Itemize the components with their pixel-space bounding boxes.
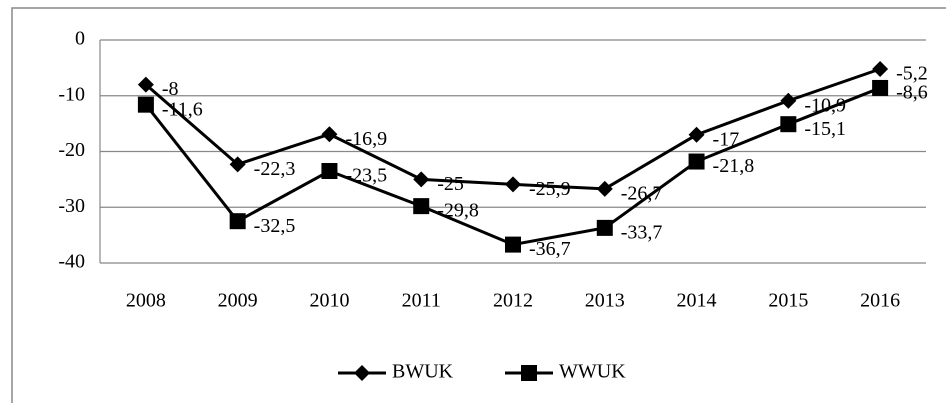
data-label: -15,1	[804, 118, 846, 140]
marker	[780, 92, 797, 109]
data-label: -25,9	[529, 178, 571, 200]
marker	[321, 126, 338, 143]
data-label: -16,9	[345, 128, 387, 150]
data-label: -29,8	[437, 200, 479, 222]
marker	[596, 219, 613, 236]
data-label: -8	[162, 78, 179, 100]
x-tick-label: 2010	[309, 290, 349, 312]
marker	[596, 180, 613, 197]
x-tick-label: 2015	[768, 290, 808, 312]
marker	[137, 76, 154, 93]
data-label: -5,2	[896, 63, 928, 85]
x-tick-label: 2011	[402, 290, 441, 312]
x-tick-label: 2014	[677, 290, 717, 312]
marker	[354, 365, 370, 381]
x-tick-label: 2016	[860, 290, 900, 312]
chart-frame	[11, 7, 946, 403]
data-label: -36,7	[529, 238, 571, 260]
data-label: -23,5	[345, 165, 387, 187]
x-tick-label: 2012	[493, 290, 533, 312]
marker	[521, 365, 537, 381]
marker	[229, 213, 246, 230]
marker	[688, 153, 705, 170]
marker	[872, 79, 889, 96]
data-label: -11,6	[162, 98, 203, 120]
marker	[780, 116, 797, 133]
data-label: -26,7	[621, 182, 663, 204]
marker	[229, 156, 246, 173]
marker	[321, 163, 338, 180]
data-label: -32,5	[254, 215, 296, 237]
x-tick-label: 2013	[585, 290, 625, 312]
y-tick-label: -40	[58, 251, 85, 273]
data-label: -10,9	[804, 94, 846, 116]
data-label: -22,3	[254, 158, 296, 180]
data-label: -25	[437, 173, 464, 195]
y-tick-label: -30	[58, 195, 85, 217]
marker	[505, 176, 521, 193]
legend-label: BWUK	[392, 361, 454, 383]
marker	[872, 60, 889, 77]
data-label: -17	[713, 128, 740, 150]
data-label: -8,6	[896, 82, 928, 104]
marker	[688, 126, 705, 143]
x-tick-label: 2008	[126, 290, 166, 312]
marker	[413, 171, 430, 188]
marker	[413, 198, 430, 215]
legend-label: WWUK	[559, 361, 626, 383]
marker	[137, 96, 154, 113]
data-label: -21,8	[713, 155, 755, 177]
data-label: -33,7	[621, 221, 663, 243]
y-tick-label: -20	[58, 139, 85, 161]
y-tick-label: -10	[58, 83, 85, 105]
marker	[505, 236, 521, 253]
y-tick-label: 0	[75, 28, 85, 50]
x-tick-label: 2009	[218, 290, 258, 312]
